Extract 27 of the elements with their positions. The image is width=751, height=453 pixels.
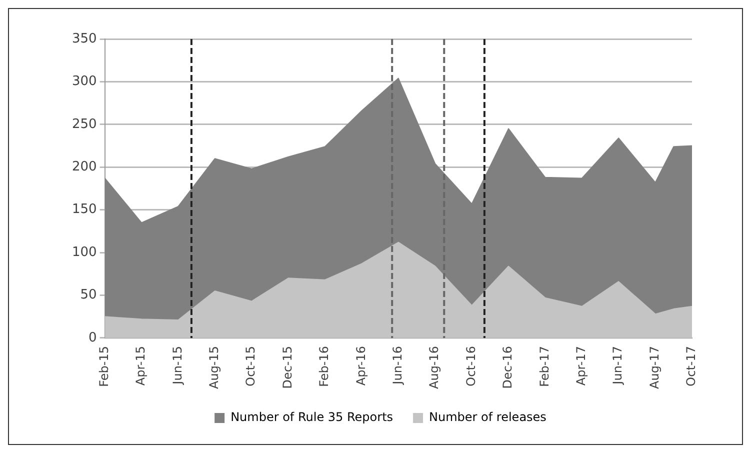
x-tick-label: Oct-17 (684, 346, 698, 386)
y-tick-label: 300 (72, 74, 97, 90)
x-tick-label: Apr-17 (574, 346, 588, 386)
x-tick-label: Apr-15 (134, 346, 148, 386)
x-tick-label: Jun-17 (610, 346, 625, 386)
x-tick-label: Oct-15 (244, 346, 258, 386)
y-tick-label: 100 (72, 244, 97, 260)
x-tick-label: Oct-16 (464, 346, 478, 386)
x-tick-label: Feb-16 (317, 346, 332, 387)
x-tick-label: Aug-15 (207, 346, 222, 389)
legend-label: Number of Rule 35 Reports (230, 410, 394, 424)
x-tick-label: Dec-15 (280, 346, 294, 389)
y-tick-label: 200 (72, 160, 97, 175)
x-tick-label: Aug-16 (427, 346, 442, 389)
y-tick-label: 150 (72, 202, 97, 218)
x-tick-label: Feb-15 (96, 346, 111, 387)
x-tick-label: Feb-17 (537, 346, 552, 387)
x-tick-label: Jun-15 (170, 346, 184, 386)
legend-label: Number of releases (429, 410, 546, 424)
x-tick-label: Jun-16 (390, 346, 405, 386)
y-tick-label: 250 (72, 116, 97, 132)
y-tick-label: 50 (80, 288, 97, 303)
x-tick-label: Aug-17 (647, 346, 662, 389)
y-tick-label: 0 (88, 330, 97, 346)
x-tick-label: Apr-16 (354, 346, 368, 386)
y-tick-label: 350 (72, 31, 97, 46)
x-tick-label: Dec-16 (500, 346, 515, 389)
